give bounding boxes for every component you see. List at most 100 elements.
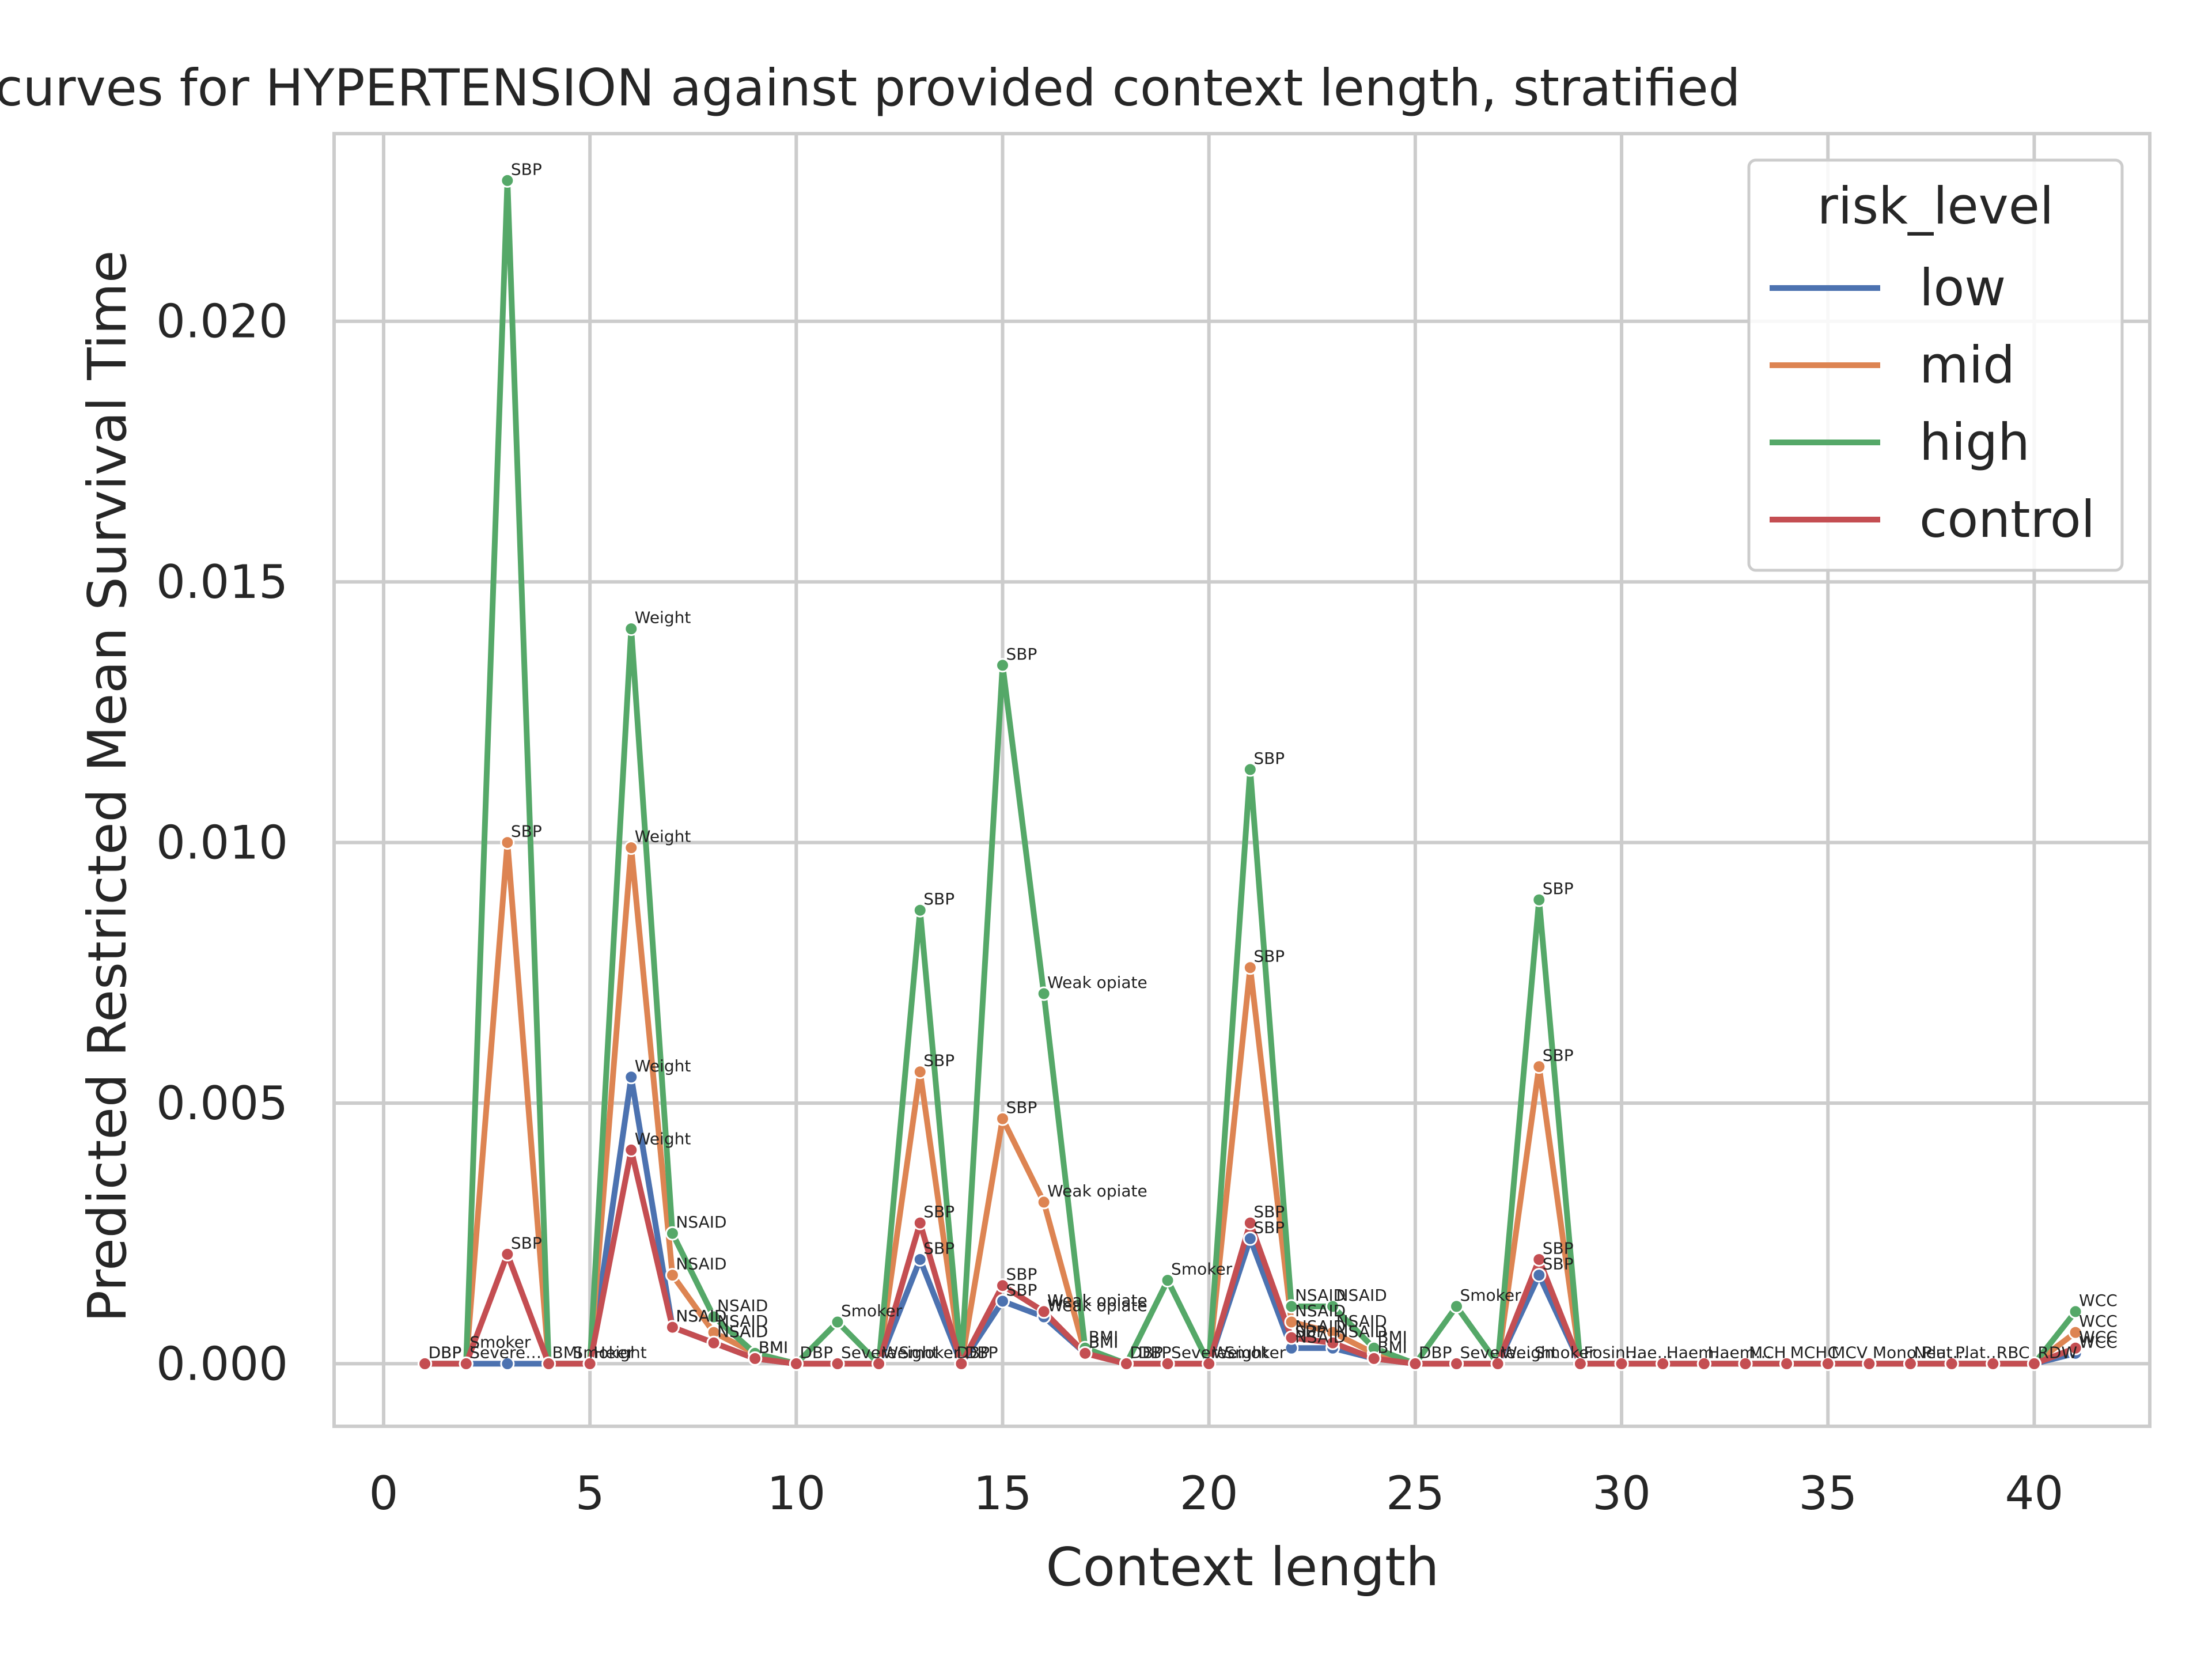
data-point-mid <box>1284 1315 1299 1330</box>
legend-label-low: low <box>1919 258 2006 317</box>
data-point-mid <box>1532 1059 1547 1074</box>
point-label: Neut… <box>1914 1343 1969 1362</box>
point-label: Severe… <box>1460 1343 1532 1362</box>
data-point-control <box>706 1335 721 1350</box>
point-label: NSAID <box>1295 1317 1346 1336</box>
tick-labels: 0 5 10 15 20 25 30 35 40 0.000 0.005 0.010 0.015 0.02… <box>156 295 2063 1520</box>
point-label: SBP <box>1543 1255 1574 1274</box>
point-label: Weak opiate <box>1047 1291 1147 1310</box>
data-point-control <box>500 1247 515 1262</box>
data-point-control <box>1903 1356 1918 1371</box>
data-point-control <box>748 1351 763 1366</box>
legend-box <box>1747 158 2124 572</box>
point-label: Weight <box>635 1129 691 1148</box>
data-point-control <box>1325 1335 1340 1350</box>
point-label: RDW <box>2037 1343 2077 1362</box>
point-label: NSAID <box>1336 1286 1387 1305</box>
x-tick-label: 40 <box>2005 1467 2064 1520</box>
data-point-high <box>665 1226 680 1241</box>
data-point-mid <box>624 840 639 855</box>
data-point-control <box>995 1278 1010 1293</box>
plot-frame <box>332 132 2152 1428</box>
data-point-control <box>624 1142 639 1157</box>
data-point-mid <box>500 835 515 850</box>
data-point-mid <box>1243 960 1257 975</box>
point-label: NSAID <box>717 1322 768 1341</box>
point-label: WCC <box>2079 1332 2118 1351</box>
point-label: SBP <box>1253 1218 1285 1237</box>
data-point-control <box>459 1356 474 1371</box>
data-point-high <box>995 658 1010 673</box>
point-label: DBP <box>965 1343 998 1362</box>
data-point-control <box>2068 1340 2083 1355</box>
data-point-high <box>2068 1304 2083 1319</box>
point-label: Weak opiate <box>1047 1296 1147 1315</box>
data-point-control <box>582 1356 597 1371</box>
data-point-high <box>706 1309 721 1324</box>
point-label: MCV <box>1831 1343 1868 1362</box>
point-label: SBP <box>1543 1046 1574 1065</box>
point-label: WCC <box>2079 1312 2118 1331</box>
data-point-control <box>1573 1356 1588 1371</box>
data-point-control <box>1284 1330 1299 1345</box>
point-label: Weak opiate <box>1047 1291 1147 1310</box>
point-label: SBP <box>923 889 955 908</box>
point-label: BMI <box>1089 1332 1119 1351</box>
point-label: Severe… <box>1171 1343 1243 1362</box>
data-point-control <box>418 1356 433 1371</box>
y-tick-label: 0.010 <box>156 816 288 870</box>
data-point-control <box>1862 1356 1877 1371</box>
point-label: Weight <box>635 827 691 846</box>
point-label: NSAID <box>676 1213 726 1232</box>
data-point-control <box>912 1215 927 1230</box>
legend-label-control: control <box>1919 490 2095 549</box>
legend-title: risk_level <box>1817 176 2054 236</box>
x-tick-label: 20 <box>1180 1467 1238 1520</box>
data-point-control <box>1036 1304 1051 1319</box>
data-point-mid <box>665 1268 680 1283</box>
point-label: Weight <box>1501 1343 1558 1362</box>
data-point-high <box>1449 1299 1464 1314</box>
data-point-control <box>665 1320 680 1335</box>
data-point-control <box>1160 1356 1175 1371</box>
data-point-high <box>1036 986 1051 1001</box>
series-points <box>418 173 2083 1371</box>
point-label: NSAID <box>717 1322 768 1341</box>
point-label: NSAID <box>1295 1301 1346 1320</box>
data-point-low <box>912 1252 927 1267</box>
point-label: WCC <box>2079 1291 2118 1310</box>
point-label: NSAID <box>1295 1327 1346 1346</box>
point-label: DBP <box>1130 1343 1163 1362</box>
data-point-control <box>1944 1356 1959 1371</box>
data-point-control <box>954 1356 969 1371</box>
data-point-control <box>1656 1356 1671 1371</box>
point-label: BMI <box>759 1338 789 1357</box>
point-label: Weight <box>882 1343 939 1362</box>
data-point-mid <box>995 1111 1010 1126</box>
point-label: DBP <box>429 1343 462 1362</box>
data-point-control <box>1986 1356 2001 1371</box>
data-point-control <box>1696 1356 1711 1371</box>
data-point-low <box>1243 1231 1257 1246</box>
data-point-control <box>1119 1356 1134 1371</box>
point-label: Severe… <box>469 1343 541 1362</box>
point-label: SBP <box>923 1202 955 1221</box>
legend-label-mid: mid <box>1919 335 2015 395</box>
point-label: Weight <box>1213 1343 1269 1362</box>
data-point-control <box>1738 1356 1753 1371</box>
point-label: SBP <box>1543 1238 1574 1257</box>
point-label: Haem… <box>1666 1343 1730 1362</box>
y-tick-label: 0.020 <box>156 295 288 349</box>
x-tick-label: 25 <box>1386 1467 1445 1520</box>
point-label: Weak opiate <box>1047 973 1147 992</box>
point-label: NSAID <box>676 1255 726 1274</box>
data-point-low <box>500 1356 515 1371</box>
point-label: DBP <box>1419 1343 1452 1362</box>
data-point-control <box>1408 1356 1423 1371</box>
point-label: MCHC <box>1790 1343 1839 1362</box>
legend-label-high: high <box>1919 412 2030 472</box>
data-point-control <box>1078 1346 1093 1361</box>
